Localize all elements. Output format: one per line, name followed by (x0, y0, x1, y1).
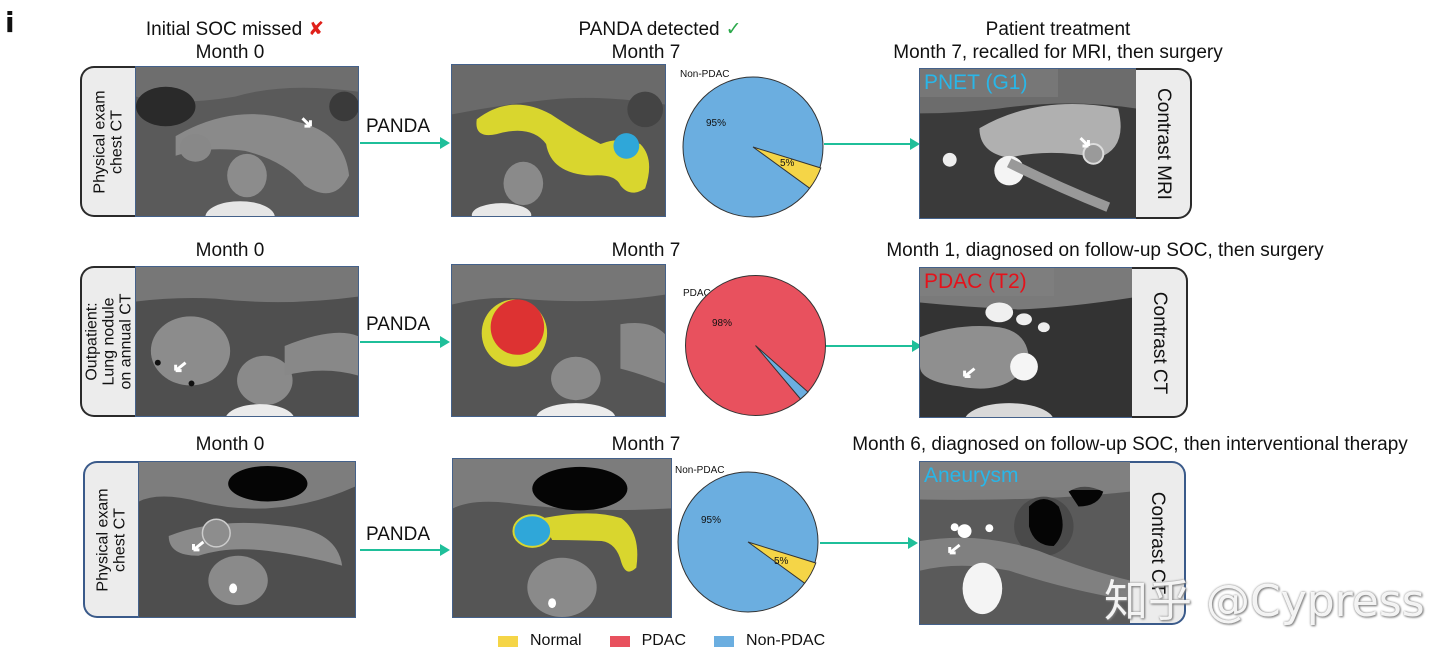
row2-treatment-caption: Month 1, diagnosed on follow-up SOC, the… (886, 240, 1324, 261)
row3-pie-major-pct: 95% (701, 515, 722, 526)
row1-pie-top-label: Non-PDAC (680, 69, 730, 80)
row2-panda-segmentation-image (451, 264, 666, 417)
legend-label-pdac: PDAC (641, 632, 687, 649)
row1-probability-pie: 95% 5% (682, 76, 824, 218)
cross-mark-icon: ✘ (308, 19, 325, 40)
legend-label-non-pdac: Non-PDAC (746, 632, 826, 649)
row3-modality-label: Contrast CT (1130, 461, 1186, 625)
row1-initial-ct-image (135, 66, 359, 217)
row3-probability-pie: 95% 5% (677, 471, 819, 613)
row2-exam-line3: on annual CT (117, 293, 135, 390)
row2-probability-pie: 98% (684, 274, 827, 417)
row1-treatment-caption: Month 7, recalled for MRI, then surgery (893, 42, 1223, 63)
row1-arrow-label: PANDA (366, 116, 431, 137)
row2-arrow (360, 336, 450, 348)
row2-exam-line1: Outpatient: (83, 302, 101, 381)
row3-pie-minor-pct: 5% (774, 556, 789, 567)
row1-pie-major-pct: 95% (706, 118, 727, 129)
initial-title: Initial SOC missed (145, 19, 303, 40)
row1-exam-line2: chest CT (109, 109, 126, 174)
row2-arrow-label: PANDA (366, 314, 431, 335)
legend-swatch-pdac (609, 635, 630, 647)
row1-exam-label: Physical exam chest CT (80, 66, 136, 217)
row3-pie-top-label: Non-PDAC (675, 465, 725, 476)
column-header-panda: PANDA detected ✓ (560, 18, 760, 41)
row2-initial-month: Month 0 (195, 240, 265, 261)
row3-treatment-caption: Month 6, diagnosed on follow-up SOC, the… (852, 434, 1408, 455)
legend-item-non-pdac: Non-PDAC (714, 632, 825, 650)
watermark: 知乎 @Cypress (1104, 576, 1425, 627)
row1-initial-month: Month 0 (195, 42, 265, 63)
row3-initial-month: Month 0 (195, 434, 265, 455)
row2-modality-text: Contrast CT (1149, 291, 1171, 394)
row3-treatment-arrow (820, 537, 918, 549)
row1-modality-text: Contrast MRI (1153, 87, 1175, 200)
panda-title: PANDA detected (578, 19, 720, 40)
panel-letter: i (5, 6, 15, 39)
row2-treatment-arrow (826, 340, 922, 352)
row1-modality-label: Contrast MRI (1136, 68, 1192, 219)
column-header-initial: Initial SOC missed ✘ (130, 18, 340, 41)
row1-diagnosis-label: PNET (G1) (920, 69, 1058, 97)
row2-exam-label: Outpatient: Lung nodule on annual CT (80, 266, 136, 417)
row2-treatment-ct-image: PDAC (T2) (919, 267, 1133, 418)
row3-panda-month: Month 7 (611, 434, 681, 455)
row1-panda-month: Month 7 (611, 42, 681, 63)
legend-swatch-normal (498, 635, 518, 647)
row2-diagnosis-label: PDAC (T2) (920, 268, 1054, 296)
check-mark-icon: ✓ (725, 19, 742, 40)
row1-arrow (360, 137, 450, 149)
legend-label-normal: Normal (530, 632, 582, 649)
row1-pie-minor-pct: 5% (780, 158, 795, 169)
row1-exam-line1: Physical exam (92, 89, 109, 194)
row2-pie-major-pct: 98% (712, 318, 733, 329)
row3-exam-line1: Physical exam (95, 487, 112, 592)
row1-panda-segmentation-image (451, 64, 666, 217)
row2-initial-ct-image (135, 266, 359, 417)
row2-modality-label: Contrast CT (1132, 267, 1188, 418)
row1-treatment-mri-image: PNET (G1) (919, 68, 1137, 219)
row2-panda-month: Month 7 (611, 240, 681, 261)
row3-panda-segmentation-image (452, 458, 672, 618)
column-header-treatment: Patient treatment (985, 19, 1131, 40)
row3-exam-label: Physical exam chest CT (83, 461, 139, 618)
row3-treatment-ct-image: Aneurysm (919, 461, 1131, 625)
row3-diagnosis-label: Aneurysm (920, 462, 1130, 490)
legend-swatch-non-pdac (714, 635, 735, 647)
row2-pie-top-label: PDAC (683, 288, 711, 299)
row3-initial-ct-image (138, 461, 356, 618)
row1-treatment-arrow (824, 138, 920, 150)
row2-exam-line2: Lung nodule (100, 297, 118, 386)
legend: Normal PDAC Non-PDAC (498, 632, 853, 650)
legend-item-pdac: PDAC (609, 632, 687, 650)
row3-arrow (360, 544, 450, 556)
row3-arrow-label: PANDA (366, 524, 431, 545)
legend-item-normal: Normal (498, 632, 582, 650)
row3-exam-line2: chest CT (112, 507, 129, 572)
